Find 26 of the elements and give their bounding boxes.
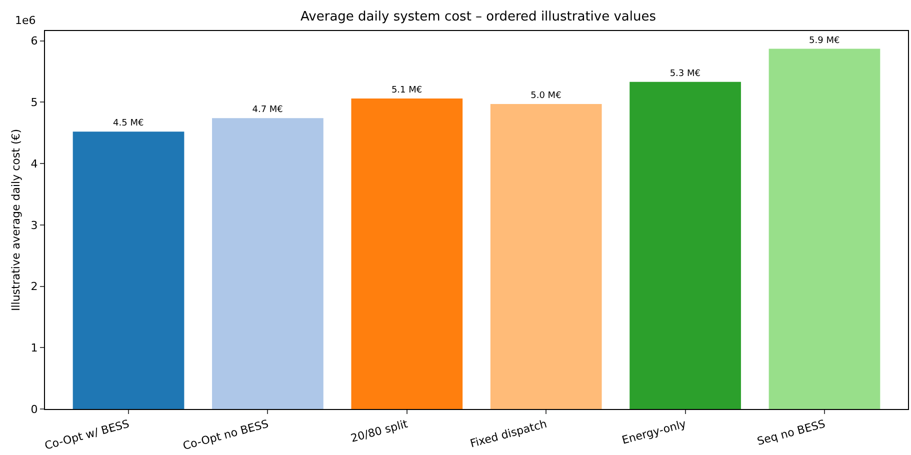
bar bbox=[630, 82, 741, 409]
data-label: 5.0 M€ bbox=[530, 91, 562, 102]
data-label: 5.1 M€ bbox=[391, 86, 422, 96]
data-label: 4.5 M€ bbox=[113, 118, 144, 129]
y-tick-label: 6 bbox=[30, 34, 38, 48]
bar bbox=[768, 48, 880, 409]
bar bbox=[351, 98, 463, 409]
y-tick-label: 0 bbox=[30, 402, 38, 416]
bar bbox=[212, 118, 324, 409]
x-tick-label: Seq no BESS bbox=[756, 417, 827, 448]
y-axis-title: Illustrative average daily cost (€) bbox=[9, 128, 22, 312]
chart-title: Average daily system cost – ordered illustrative values bbox=[300, 9, 656, 24]
data-label: 4.7 M€ bbox=[252, 105, 284, 116]
bar bbox=[490, 104, 602, 409]
text: 1e6 bbox=[15, 14, 36, 27]
x-tick-label: Co-Opt no BESS bbox=[182, 417, 270, 453]
data-label: 5.3 M€ bbox=[670, 68, 701, 79]
bar bbox=[72, 132, 184, 409]
y-tick-label: 4 bbox=[30, 157, 38, 170]
x-tick-label: 20/80 split bbox=[349, 417, 410, 446]
y-tick-label: 5 bbox=[30, 96, 38, 110]
y-tick-label: 2 bbox=[30, 280, 38, 294]
data-label: 5.9 M€ bbox=[809, 36, 840, 46]
y-tick-label: 3 bbox=[30, 218, 38, 232]
y-tick-label: 1 bbox=[30, 341, 38, 354]
x-tick-label: Co-Opt w/ BESS bbox=[43, 417, 131, 452]
